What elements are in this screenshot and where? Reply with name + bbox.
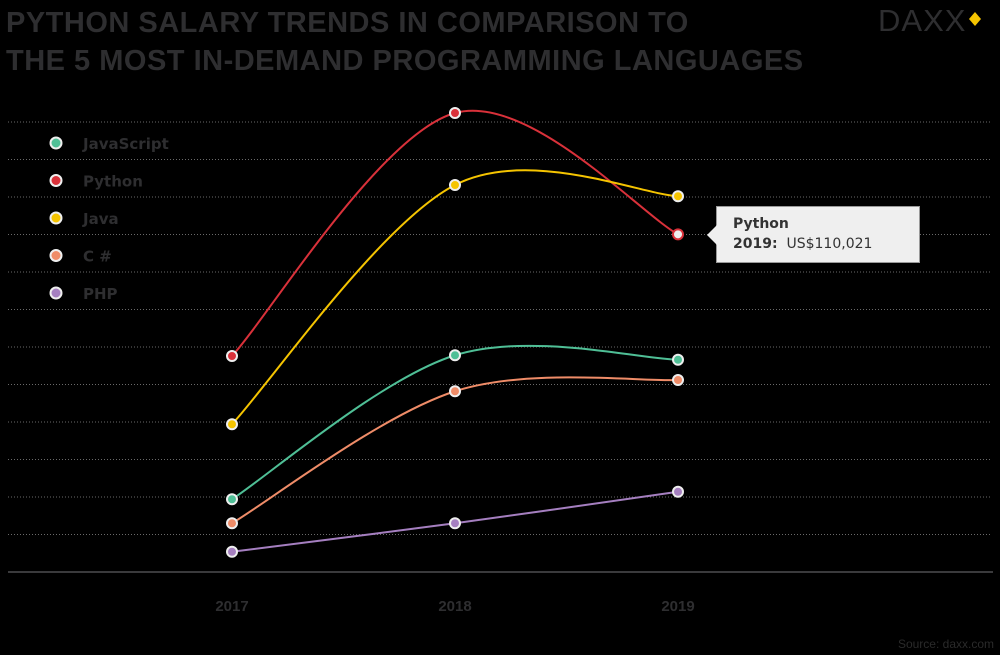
data-point bbox=[449, 517, 461, 530]
title-line-2: THE 5 MOST IN-DEMAND PROGRAMMING LANGUAG… bbox=[6, 45, 804, 77]
data-point bbox=[226, 545, 238, 558]
tooltip-value: US$110,021 bbox=[786, 236, 873, 252]
data-point bbox=[449, 179, 461, 191]
daxx-logo: DAXX bbox=[878, 4, 981, 34]
data-point bbox=[226, 517, 238, 530]
data-point bbox=[449, 349, 461, 362]
source-note: Source: daxx.com bbox=[897, 637, 994, 651]
data-point bbox=[672, 190, 684, 203]
series-line bbox=[231, 109, 679, 357]
legend-marker bbox=[49, 136, 63, 150]
data-point bbox=[226, 418, 238, 431]
legend-marker bbox=[49, 211, 63, 225]
legend-label: C # bbox=[83, 248, 112, 266]
data-point bbox=[449, 385, 461, 398]
legend-marker bbox=[49, 286, 63, 300]
tooltip: Python 2019: US$110,021 bbox=[707, 206, 920, 263]
tooltip-series: Python bbox=[733, 216, 789, 232]
legend-label: Python bbox=[83, 173, 143, 191]
series-line bbox=[231, 344, 679, 501]
legend-marker bbox=[49, 174, 63, 187]
data-point bbox=[226, 350, 238, 362]
chart-title: PYTHON SALARY TRENDS IN COMPARISON TO TH… bbox=[6, 4, 804, 80]
legend-label: Java bbox=[82, 210, 119, 228]
data-point bbox=[672, 374, 684, 386]
svg-text:DAXX: DAXX bbox=[878, 4, 966, 34]
title-line-1: PYTHON SALARY TRENDS IN COMPARISON TO bbox=[6, 7, 689, 39]
series-line bbox=[231, 169, 679, 425]
legend-label: JavaScript bbox=[82, 135, 169, 153]
legend-label: PHP bbox=[83, 285, 118, 303]
x-tick-label: 2017 bbox=[215, 598, 248, 615]
data-point bbox=[672, 353, 684, 366]
data-point bbox=[672, 228, 684, 241]
legend-marker bbox=[49, 249, 63, 262]
tooltip-year: 2019: bbox=[733, 236, 778, 252]
data-point bbox=[449, 107, 461, 119]
x-tick-label: 2019 bbox=[661, 598, 694, 615]
data-point bbox=[672, 485, 684, 498]
data-point bbox=[226, 493, 238, 506]
x-tick-label: 2018 bbox=[438, 598, 471, 615]
